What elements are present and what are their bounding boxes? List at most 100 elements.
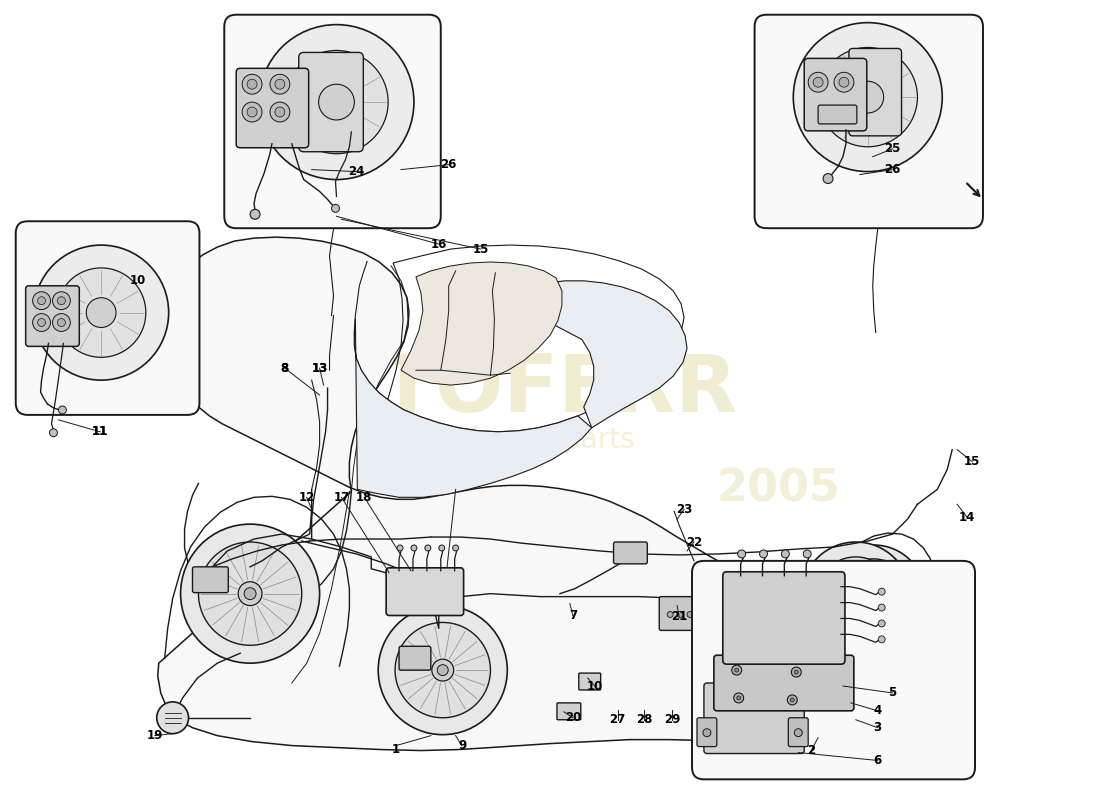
Circle shape (53, 292, 70, 310)
Circle shape (788, 695, 798, 705)
FancyBboxPatch shape (714, 655, 854, 711)
Text: 15: 15 (964, 455, 980, 468)
FancyBboxPatch shape (692, 561, 975, 779)
FancyBboxPatch shape (192, 567, 229, 593)
Text: 16: 16 (430, 238, 447, 250)
FancyBboxPatch shape (697, 718, 717, 746)
Circle shape (33, 292, 51, 310)
Text: 12: 12 (298, 491, 315, 504)
Circle shape (37, 318, 45, 326)
Circle shape (57, 297, 65, 305)
Circle shape (270, 102, 289, 122)
Text: 11: 11 (92, 426, 108, 438)
Circle shape (275, 107, 285, 117)
Text: 19: 19 (146, 729, 163, 742)
Circle shape (816, 557, 895, 636)
FancyBboxPatch shape (755, 14, 983, 228)
Circle shape (411, 545, 417, 551)
Circle shape (58, 406, 66, 414)
Circle shape (851, 592, 860, 601)
Text: 29: 29 (664, 714, 680, 726)
Circle shape (823, 174, 833, 183)
Circle shape (50, 429, 57, 437)
Circle shape (678, 611, 683, 618)
Circle shape (275, 79, 285, 89)
Text: 24: 24 (349, 165, 364, 178)
FancyBboxPatch shape (399, 646, 431, 670)
Circle shape (397, 545, 403, 551)
Text: 15: 15 (472, 242, 488, 255)
Text: 18: 18 (356, 491, 373, 504)
Circle shape (242, 102, 262, 122)
Text: 6: 6 (873, 754, 882, 767)
FancyBboxPatch shape (789, 718, 808, 746)
Circle shape (818, 47, 917, 146)
Circle shape (793, 22, 943, 171)
Circle shape (285, 50, 388, 154)
Text: passion for ferrari parts: passion for ferrari parts (307, 426, 635, 454)
Text: 2: 2 (807, 744, 815, 757)
Circle shape (803, 550, 811, 558)
Text: 1: 1 (392, 743, 400, 756)
Text: 17: 17 (333, 491, 350, 504)
FancyBboxPatch shape (299, 53, 363, 152)
Circle shape (851, 82, 883, 113)
Text: 26: 26 (440, 158, 456, 171)
Circle shape (738, 550, 746, 558)
Circle shape (395, 622, 491, 718)
Text: 23: 23 (675, 502, 692, 516)
Text: 13: 13 (311, 362, 328, 374)
Circle shape (86, 298, 116, 327)
Circle shape (878, 588, 886, 595)
Text: 25: 25 (884, 142, 901, 155)
Circle shape (878, 620, 886, 627)
Circle shape (847, 588, 865, 606)
FancyBboxPatch shape (614, 542, 647, 564)
FancyBboxPatch shape (236, 68, 309, 148)
Circle shape (180, 524, 320, 663)
Circle shape (737, 696, 740, 700)
FancyBboxPatch shape (804, 58, 867, 131)
Circle shape (732, 665, 741, 675)
Text: 8: 8 (280, 362, 289, 374)
Circle shape (688, 611, 693, 618)
FancyBboxPatch shape (704, 683, 804, 754)
Circle shape (794, 670, 799, 674)
Circle shape (378, 606, 507, 734)
Circle shape (57, 318, 65, 326)
FancyBboxPatch shape (579, 673, 601, 690)
Text: 13: 13 (311, 362, 328, 374)
FancyBboxPatch shape (818, 105, 857, 124)
Text: 26: 26 (884, 163, 901, 176)
FancyBboxPatch shape (224, 14, 441, 228)
Circle shape (53, 314, 70, 331)
Text: 5: 5 (889, 686, 896, 699)
Circle shape (781, 550, 790, 558)
Circle shape (839, 78, 849, 87)
Circle shape (794, 729, 802, 737)
Circle shape (703, 729, 711, 737)
Circle shape (836, 559, 912, 634)
Text: 10: 10 (586, 679, 603, 693)
Circle shape (34, 245, 168, 380)
FancyBboxPatch shape (659, 597, 701, 630)
Text: 27: 27 (609, 714, 626, 726)
Circle shape (801, 542, 911, 651)
Circle shape (735, 668, 739, 672)
Circle shape (878, 604, 886, 611)
Text: 3: 3 (873, 722, 882, 734)
Circle shape (244, 588, 256, 600)
Circle shape (808, 72, 828, 92)
FancyBboxPatch shape (849, 49, 902, 136)
Circle shape (878, 636, 886, 643)
Circle shape (438, 665, 448, 675)
Polygon shape (157, 237, 960, 750)
FancyBboxPatch shape (386, 568, 463, 615)
Circle shape (425, 545, 431, 551)
FancyBboxPatch shape (723, 572, 845, 664)
Polygon shape (402, 262, 562, 385)
Circle shape (439, 545, 444, 551)
Polygon shape (506, 281, 688, 428)
Circle shape (157, 702, 188, 734)
Circle shape (822, 545, 925, 648)
